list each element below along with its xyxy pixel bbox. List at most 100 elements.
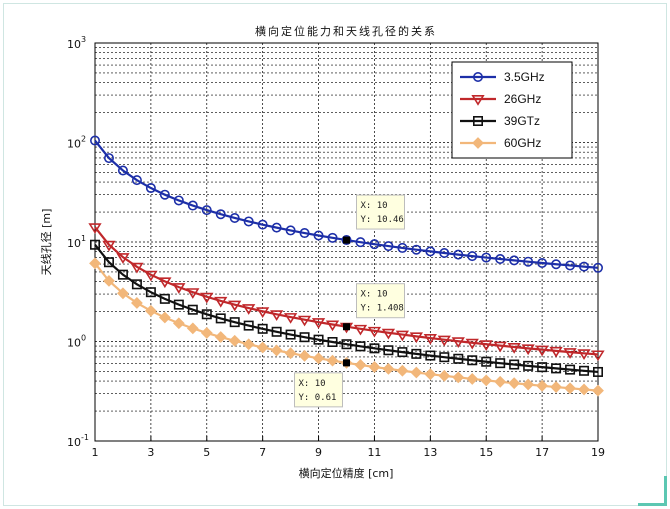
x-tick-labels: 1 3 5 7 9 11 13 15 17 19 bbox=[92, 436, 605, 459]
data-point bbox=[493, 341, 507, 353]
x-tick-label: 15 bbox=[479, 446, 493, 459]
legend-swatch-marker bbox=[472, 116, 483, 127]
data-point bbox=[103, 274, 115, 287]
data-point bbox=[438, 369, 451, 382]
datatip-marker bbox=[343, 359, 350, 367]
corner-accent bbox=[664, 476, 667, 506]
data-point bbox=[564, 382, 576, 395]
data-point bbox=[369, 239, 380, 250]
series-line bbox=[94, 244, 599, 374]
data-point bbox=[452, 371, 465, 384]
data-point bbox=[326, 354, 339, 367]
data-point bbox=[103, 257, 114, 268]
series-group bbox=[88, 135, 605, 397]
data-point bbox=[201, 309, 212, 320]
data-point bbox=[565, 364, 576, 375]
data-point bbox=[523, 256, 534, 267]
data-point bbox=[131, 297, 143, 309]
data-point bbox=[299, 228, 310, 239]
data-point bbox=[327, 232, 338, 243]
data-point bbox=[481, 356, 492, 367]
data-point bbox=[159, 189, 170, 200]
data-point bbox=[256, 341, 269, 354]
datatip-box bbox=[356, 283, 405, 319]
data-point bbox=[551, 259, 562, 270]
data-point bbox=[481, 252, 492, 263]
datatip-x-label: X: 10 bbox=[299, 379, 326, 389]
data-point bbox=[579, 261, 590, 272]
data-point bbox=[341, 339, 352, 350]
data-point bbox=[285, 329, 296, 340]
data-point bbox=[200, 327, 213, 339]
data-point bbox=[382, 362, 395, 375]
data-point bbox=[187, 200, 198, 211]
data-point bbox=[551, 363, 562, 374]
data-point bbox=[257, 323, 268, 334]
data-point bbox=[229, 212, 240, 223]
x-tick-label: 13 bbox=[423, 446, 437, 459]
data-point bbox=[439, 248, 450, 259]
data-point bbox=[229, 317, 240, 328]
x-tick-label: 17 bbox=[535, 446, 549, 459]
data-point bbox=[271, 326, 282, 337]
data-point bbox=[549, 346, 563, 358]
datatip-marker bbox=[343, 323, 350, 331]
data-point bbox=[215, 209, 226, 220]
legend-entry-label: 39GTz bbox=[504, 114, 540, 128]
data-point bbox=[465, 338, 479, 350]
data-point bbox=[453, 249, 464, 260]
data-point bbox=[243, 216, 254, 227]
data-point bbox=[145, 287, 156, 298]
data-point bbox=[117, 269, 128, 280]
data-point bbox=[396, 364, 409, 377]
data-point bbox=[353, 324, 368, 336]
data-point bbox=[411, 348, 422, 359]
data-point bbox=[88, 223, 102, 234]
data-point bbox=[116, 253, 130, 264]
x-tick-label: 1 bbox=[92, 446, 99, 459]
data-point bbox=[535, 345, 549, 357]
chart-title: 横向定位能力和天线孔径的关系 bbox=[255, 24, 437, 38]
data-point bbox=[592, 262, 603, 273]
data-point bbox=[103, 153, 114, 164]
datatip-marker bbox=[343, 236, 350, 244]
data-point bbox=[187, 304, 198, 315]
y-tick-labels: 10-1 100 101 102 103 bbox=[67, 35, 89, 449]
data-point bbox=[270, 310, 284, 322]
data-point bbox=[369, 343, 380, 354]
data-point bbox=[509, 359, 520, 370]
data-point bbox=[214, 331, 227, 343]
data-point bbox=[381, 328, 396, 340]
data-point bbox=[355, 237, 366, 248]
data-point bbox=[550, 381, 562, 393]
corner-accent-bottom bbox=[638, 503, 667, 506]
data-point bbox=[144, 304, 157, 317]
y-tick-label: 102 bbox=[67, 135, 86, 151]
data-point bbox=[592, 384, 604, 397]
data-point bbox=[130, 262, 144, 274]
data-point bbox=[577, 349, 591, 361]
data-point bbox=[131, 175, 142, 186]
data-point bbox=[242, 304, 256, 315]
data-point bbox=[186, 288, 200, 299]
figure-frame bbox=[3, 3, 667, 506]
data-point bbox=[242, 338, 255, 351]
data-point bbox=[495, 358, 506, 369]
data-point bbox=[299, 332, 310, 343]
data-point bbox=[298, 349, 311, 362]
data-point bbox=[313, 230, 324, 241]
x-tick-label: 7 bbox=[259, 446, 266, 459]
data-point bbox=[537, 257, 548, 268]
datatip-box bbox=[294, 372, 343, 408]
data-point bbox=[283, 313, 298, 324]
data-point bbox=[145, 183, 156, 194]
data-point bbox=[173, 299, 184, 310]
datatip-box bbox=[356, 194, 405, 230]
data-point bbox=[451, 337, 465, 348]
data-point bbox=[522, 378, 535, 391]
data-point bbox=[257, 219, 268, 230]
data-point bbox=[201, 205, 212, 216]
x-tick-label: 9 bbox=[315, 446, 322, 459]
data-point bbox=[479, 340, 493, 351]
data-point bbox=[200, 292, 214, 304]
